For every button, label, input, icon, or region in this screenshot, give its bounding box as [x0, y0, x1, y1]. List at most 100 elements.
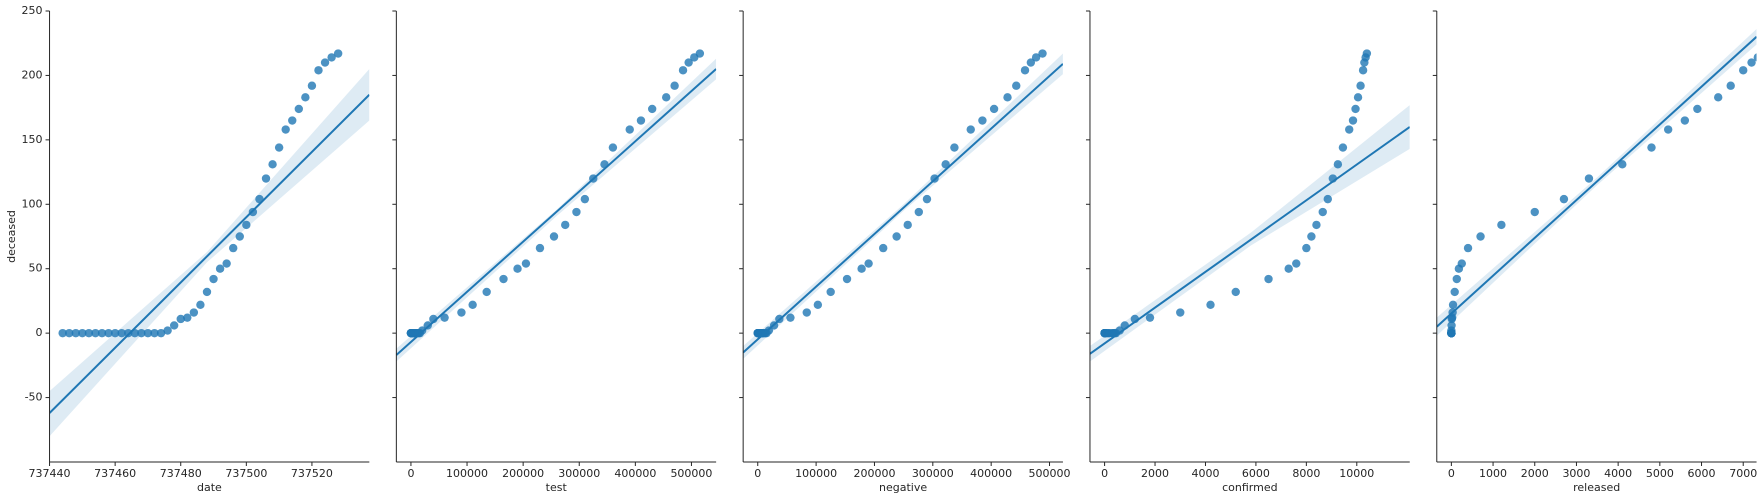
- point: [143, 328, 153, 338]
- point: [84, 328, 94, 338]
- confidence-band: [743, 53, 1063, 359]
- plot-area: [1089, 49, 1410, 362]
- point: [647, 104, 657, 114]
- x-tick-label: 3000: [1562, 467, 1590, 480]
- point: [1345, 125, 1354, 134]
- x-tick-label: 400000: [970, 467, 1012, 480]
- point: [802, 308, 811, 317]
- point: [78, 328, 87, 338]
- plot-area: [49, 49, 370, 437]
- point: [209, 274, 218, 284]
- point: [678, 66, 688, 75]
- x-tick-label: 4000: [1191, 467, 1219, 480]
- point: [903, 220, 912, 230]
- point: [301, 93, 310, 102]
- point: [1353, 93, 1363, 102]
- x-tick-label: 4000: [1604, 467, 1632, 480]
- point: [1302, 243, 1311, 253]
- point: [150, 328, 159, 338]
- x-tick-label: 737500: [225, 467, 267, 480]
- x-tick-label: 0: [754, 467, 761, 480]
- point: [572, 207, 581, 217]
- x-tick-label: 500000: [1029, 467, 1071, 480]
- y-axis-label: deceased: [5, 210, 18, 263]
- x-tick-label: 300000: [558, 467, 600, 480]
- point: [625, 125, 634, 134]
- point: [333, 49, 343, 58]
- point: [1348, 116, 1358, 125]
- confidence-band: [396, 58, 717, 362]
- point: [1318, 207, 1327, 217]
- point: [457, 308, 466, 317]
- point: [1714, 93, 1723, 102]
- y-tick-label: 200: [22, 68, 43, 81]
- x-tick-label: 8000: [1292, 467, 1320, 480]
- x-tick-label: 400000: [614, 467, 656, 480]
- x-tick-label: 100000: [446, 467, 488, 480]
- point: [978, 116, 987, 125]
- point: [268, 160, 277, 169]
- point: [97, 328, 107, 338]
- point: [1312, 220, 1321, 230]
- confidence-band: [1089, 105, 1410, 362]
- x-axis-label: negative: [879, 481, 927, 494]
- x-tick-label: 6000: [1688, 467, 1716, 480]
- point: [1333, 160, 1343, 169]
- point: [1026, 58, 1036, 67]
- point: [499, 274, 508, 284]
- point: [813, 300, 823, 309]
- point: [521, 259, 531, 268]
- point: [1448, 300, 1458, 309]
- point: [892, 232, 901, 241]
- point: [1358, 66, 1368, 75]
- point: [468, 300, 477, 309]
- x-axis-label: date: [197, 481, 222, 494]
- point: [215, 264, 225, 273]
- point: [922, 194, 932, 204]
- point: [1447, 321, 1456, 330]
- point: [842, 274, 852, 284]
- point: [1356, 81, 1365, 90]
- point: [1031, 53, 1041, 62]
- point: [1264, 274, 1273, 284]
- point: [1292, 259, 1301, 268]
- point: [914, 207, 924, 217]
- point: [662, 93, 671, 102]
- x-tick-label: 7000: [1729, 467, 1757, 480]
- y-tick-label: 0: [36, 326, 43, 339]
- x-tick-label: 2000: [1141, 467, 1169, 480]
- point: [549, 232, 559, 241]
- point: [104, 328, 113, 338]
- point: [1351, 104, 1360, 114]
- point: [864, 259, 873, 268]
- point: [670, 81, 679, 90]
- point: [1747, 58, 1756, 67]
- x-tick-label: 200000: [853, 467, 895, 480]
- point: [71, 328, 80, 338]
- point: [989, 104, 999, 114]
- point: [320, 58, 330, 67]
- point: [124, 328, 133, 338]
- point: [137, 328, 146, 338]
- y-tick-label: 150: [22, 133, 43, 146]
- point: [941, 160, 950, 169]
- regression-line: [1089, 126, 1410, 355]
- x-tick-label: 5000: [1646, 467, 1674, 480]
- point: [65, 328, 74, 338]
- x-tick-label: 300000: [912, 467, 954, 480]
- point: [314, 66, 323, 75]
- x-tick-label: 0: [1101, 467, 1108, 480]
- point: [879, 243, 888, 253]
- x-tick-label: 737520: [291, 467, 333, 480]
- point: [1618, 160, 1627, 169]
- point: [1362, 49, 1372, 58]
- point: [513, 264, 522, 273]
- point: [294, 104, 304, 114]
- point: [1003, 93, 1012, 102]
- plot-area: [1436, 29, 1757, 338]
- x-tick-label: 0: [1448, 467, 1455, 480]
- point: [1457, 259, 1466, 268]
- point: [1584, 174, 1594, 183]
- point: [288, 116, 297, 125]
- regression-line: [49, 94, 370, 414]
